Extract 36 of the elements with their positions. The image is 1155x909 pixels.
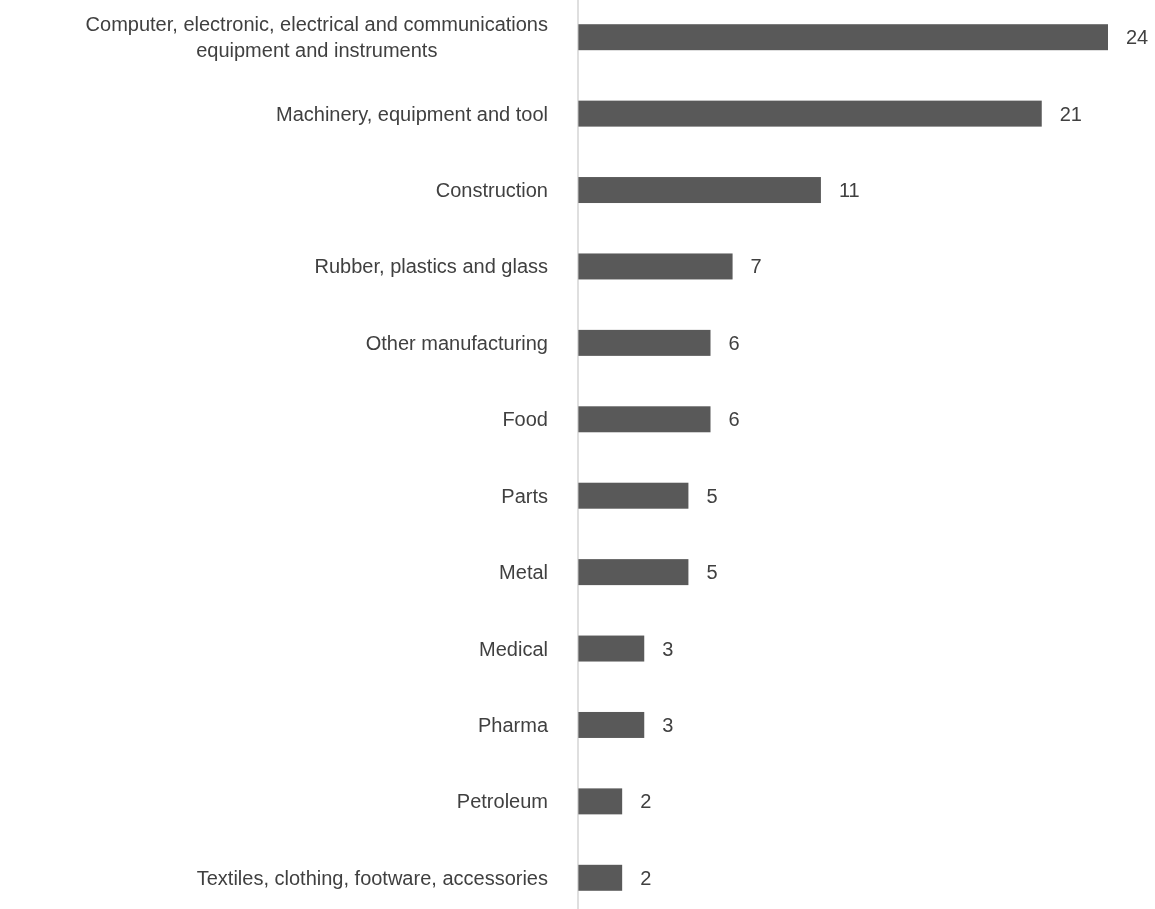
y-tick-label: Petroleum bbox=[456, 790, 548, 813]
data-label: 2 bbox=[640, 790, 652, 813]
y-tick-label: Computer, electronic, electrical and communications equipment and instruments bbox=[85, 13, 548, 62]
y-tick-label: Construction bbox=[435, 179, 548, 202]
data-label: 3 bbox=[662, 713, 674, 736]
data-label: 21 bbox=[1059, 102, 1082, 125]
bar bbox=[578, 788, 623, 815]
bar bbox=[578, 559, 689, 586]
y-tick-label: Machinery, equipment and tool bbox=[275, 102, 548, 125]
bar bbox=[578, 406, 711, 433]
data-label: 7 bbox=[750, 255, 762, 278]
data-label: 24 bbox=[1126, 26, 1149, 49]
data-label: 2 bbox=[640, 866, 652, 889]
bar bbox=[578, 329, 711, 356]
bar bbox=[578, 635, 645, 662]
y-tick-label: Rubber, plastics and glass bbox=[314, 255, 548, 278]
bar bbox=[578, 711, 645, 738]
y-tick-label: Textiles, clothing, footware, accessories bbox=[196, 866, 548, 889]
bar bbox=[578, 100, 1042, 127]
bar bbox=[578, 864, 623, 891]
data-label: 3 bbox=[662, 637, 674, 660]
data-label: 6 bbox=[728, 408, 740, 431]
y-tick-label: Food bbox=[502, 408, 548, 431]
bar bbox=[578, 482, 689, 509]
bar bbox=[578, 24, 1108, 51]
y-tick-label: Medical bbox=[479, 637, 548, 660]
bar bbox=[578, 253, 733, 280]
data-label: 11 bbox=[838, 179, 860, 202]
data-label: 5 bbox=[706, 484, 718, 507]
bar bbox=[578, 177, 821, 204]
y-tick-label: Parts bbox=[501, 484, 548, 507]
y-tick-label: Metal bbox=[499, 561, 548, 584]
data-label: 5 bbox=[706, 561, 718, 584]
data-label: 6 bbox=[728, 331, 740, 354]
y-tick-label: Other manufacturing bbox=[365, 331, 548, 354]
y-tick-label: Pharma bbox=[477, 713, 549, 736]
